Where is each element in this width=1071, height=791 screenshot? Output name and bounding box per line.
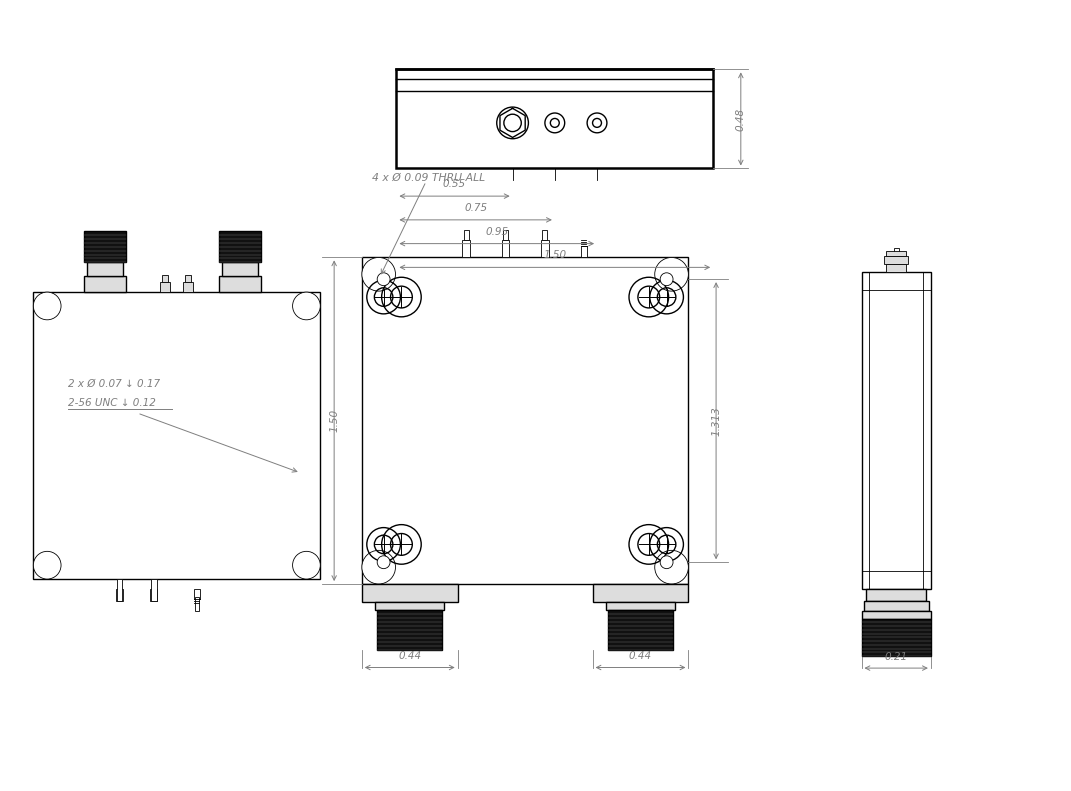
- Bar: [885, 256, 908, 264]
- Bar: [222, 263, 258, 276]
- Circle shape: [654, 551, 689, 584]
- Text: 2 x Ø 0.07 ↓ 0.17: 2 x Ø 0.07 ↓ 0.17: [67, 379, 160, 389]
- Circle shape: [362, 551, 395, 584]
- Bar: [893, 248, 899, 272]
- Circle shape: [550, 119, 559, 127]
- Bar: [116, 589, 123, 601]
- Bar: [541, 240, 548, 257]
- Bar: [185, 275, 192, 282]
- Circle shape: [362, 257, 395, 291]
- Text: 0.48: 0.48: [736, 108, 745, 131]
- Text: 1.50: 1.50: [329, 409, 340, 433]
- Circle shape: [654, 257, 689, 291]
- Bar: [163, 275, 168, 282]
- Text: 2-56 UNC ↓ 0.12: 2-56 UNC ↓ 0.12: [67, 398, 156, 408]
- Bar: [861, 611, 931, 619]
- Bar: [85, 231, 126, 263]
- Circle shape: [377, 556, 390, 569]
- Circle shape: [660, 273, 673, 286]
- Circle shape: [545, 113, 564, 133]
- Bar: [151, 579, 156, 601]
- Bar: [502, 229, 509, 240]
- Bar: [501, 240, 510, 257]
- Bar: [85, 276, 126, 292]
- Text: 0.44: 0.44: [398, 650, 421, 660]
- Text: 0.44: 0.44: [629, 650, 652, 660]
- Bar: [150, 589, 157, 601]
- Bar: [866, 589, 925, 601]
- Bar: [362, 257, 689, 584]
- Bar: [606, 602, 675, 610]
- Bar: [194, 589, 200, 599]
- Bar: [887, 264, 906, 272]
- Bar: [396, 70, 713, 168]
- Circle shape: [377, 273, 390, 286]
- Bar: [220, 276, 260, 292]
- Bar: [580, 245, 587, 257]
- Bar: [87, 263, 123, 276]
- Bar: [861, 272, 931, 589]
- Text: 4 x Ø 0.09 THRU ALL: 4 x Ø 0.09 THRU ALL: [372, 173, 485, 184]
- Circle shape: [587, 113, 607, 133]
- Bar: [464, 229, 469, 240]
- Bar: [375, 602, 444, 610]
- Circle shape: [33, 551, 61, 579]
- Bar: [362, 584, 457, 602]
- Bar: [542, 229, 547, 240]
- Circle shape: [497, 107, 528, 138]
- Bar: [377, 610, 442, 649]
- Bar: [861, 619, 931, 657]
- Bar: [863, 601, 929, 611]
- Text: 0.95: 0.95: [485, 227, 509, 237]
- Circle shape: [292, 292, 320, 320]
- Text: 0.75: 0.75: [464, 203, 487, 213]
- Bar: [195, 597, 199, 611]
- Bar: [117, 579, 122, 601]
- Bar: [592, 584, 689, 602]
- Text: 1.313: 1.313: [711, 406, 721, 436]
- Circle shape: [292, 551, 320, 579]
- Bar: [463, 240, 470, 257]
- Bar: [220, 231, 260, 263]
- Bar: [33, 292, 320, 579]
- Bar: [183, 282, 193, 292]
- Bar: [161, 282, 170, 292]
- Circle shape: [33, 292, 61, 320]
- Circle shape: [592, 119, 602, 127]
- Bar: [887, 251, 906, 256]
- Text: 0.55: 0.55: [443, 180, 466, 189]
- Circle shape: [660, 556, 673, 569]
- Bar: [608, 610, 673, 649]
- Text: 1.50: 1.50: [543, 251, 567, 260]
- Circle shape: [503, 114, 522, 131]
- Text: 0.21: 0.21: [885, 652, 908, 662]
